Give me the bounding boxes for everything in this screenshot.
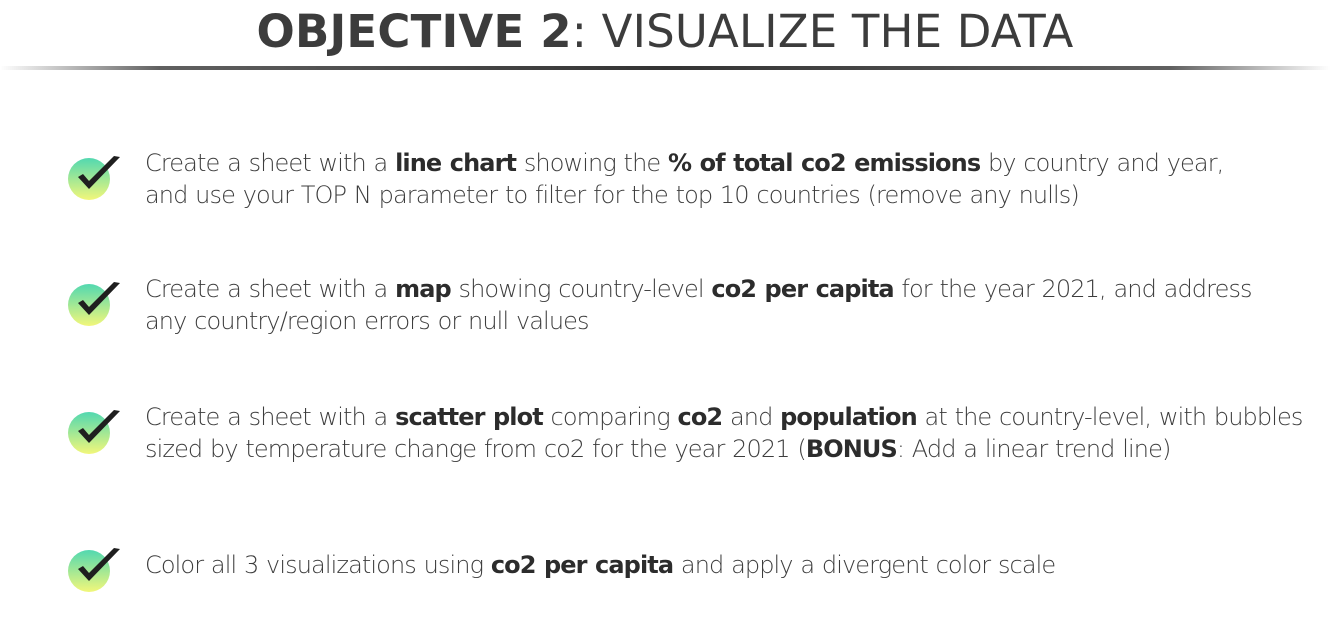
emphasis-text: line chart: [395, 149, 517, 177]
body-text: : Add a linear trend line): [896, 435, 1171, 463]
title-rest-part: : VISUALIZE THE DATA: [571, 5, 1074, 58]
checkmark-icon: [68, 156, 120, 200]
body-text: showing the: [516, 149, 668, 177]
emphasis-text: population: [780, 403, 918, 431]
body-text: and use your TOP N parameter to filter f…: [145, 181, 1080, 209]
checkmark-icon: [68, 548, 120, 592]
body-text: sized by temperature change from co2 for…: [145, 435, 807, 463]
emphasis-text: % of total co2 emissions: [667, 149, 981, 177]
checkmark-icon: [68, 282, 120, 326]
title-bold-part: OBJECTIVE 2: [256, 5, 572, 58]
body-text: any country/region errors or null values: [145, 307, 590, 335]
checkmark-icon: [68, 410, 120, 454]
body-text: Create a sheet with a: [145, 149, 396, 177]
body-text: Create a sheet with a: [145, 275, 396, 303]
objective-text-line: sized by temperature change from co2 for…: [145, 433, 1325, 465]
body-text: by country and year,: [980, 149, 1224, 177]
title-divider: [0, 66, 1330, 70]
objective-text-line: and use your TOP N parameter to filter f…: [145, 179, 1325, 211]
page-title: OBJECTIVE 2: VISUALIZE THE DATA: [0, 6, 1330, 58]
body-text: and apply a divergent color scale: [673, 551, 1056, 579]
body-text: for the year 2021, and address: [893, 275, 1252, 303]
emphasis-text: BONUS: [805, 435, 898, 463]
objective-text: Create a sheet with a line chart showing…: [145, 147, 1325, 211]
objective-text-line: Color all 3 visualizations using co2 per…: [145, 549, 1325, 581]
emphasis-text: co2: [677, 403, 724, 431]
body-text: and: [722, 403, 781, 431]
emphasis-text: co2 per capita: [490, 551, 674, 579]
body-text: showing country-level: [450, 275, 712, 303]
emphasis-text: co2 per capita: [711, 275, 894, 303]
body-text: at the country-level, with bubbles: [916, 403, 1304, 431]
objective-text-line: Create a sheet with a line chart showing…: [145, 147, 1325, 179]
objective-text: Color all 3 visualizations using co2 per…: [145, 549, 1325, 581]
objective-text-line: Create a sheet with a scatter plot compa…: [145, 401, 1325, 433]
body-text: comparing: [542, 403, 678, 431]
body-text: Create a sheet with a: [145, 403, 396, 431]
objective-text: Create a sheet with a map showing countr…: [145, 273, 1325, 337]
objective-text-line: Create a sheet with a map showing countr…: [145, 273, 1325, 305]
body-text: Color all 3 visualizations using: [145, 551, 491, 579]
objective-text-line: any country/region errors or null values: [145, 305, 1325, 337]
emphasis-text: map: [395, 275, 452, 303]
emphasis-text: scatter plot: [395, 403, 544, 431]
objective-text: Create a sheet with a scatter plot compa…: [145, 401, 1325, 465]
